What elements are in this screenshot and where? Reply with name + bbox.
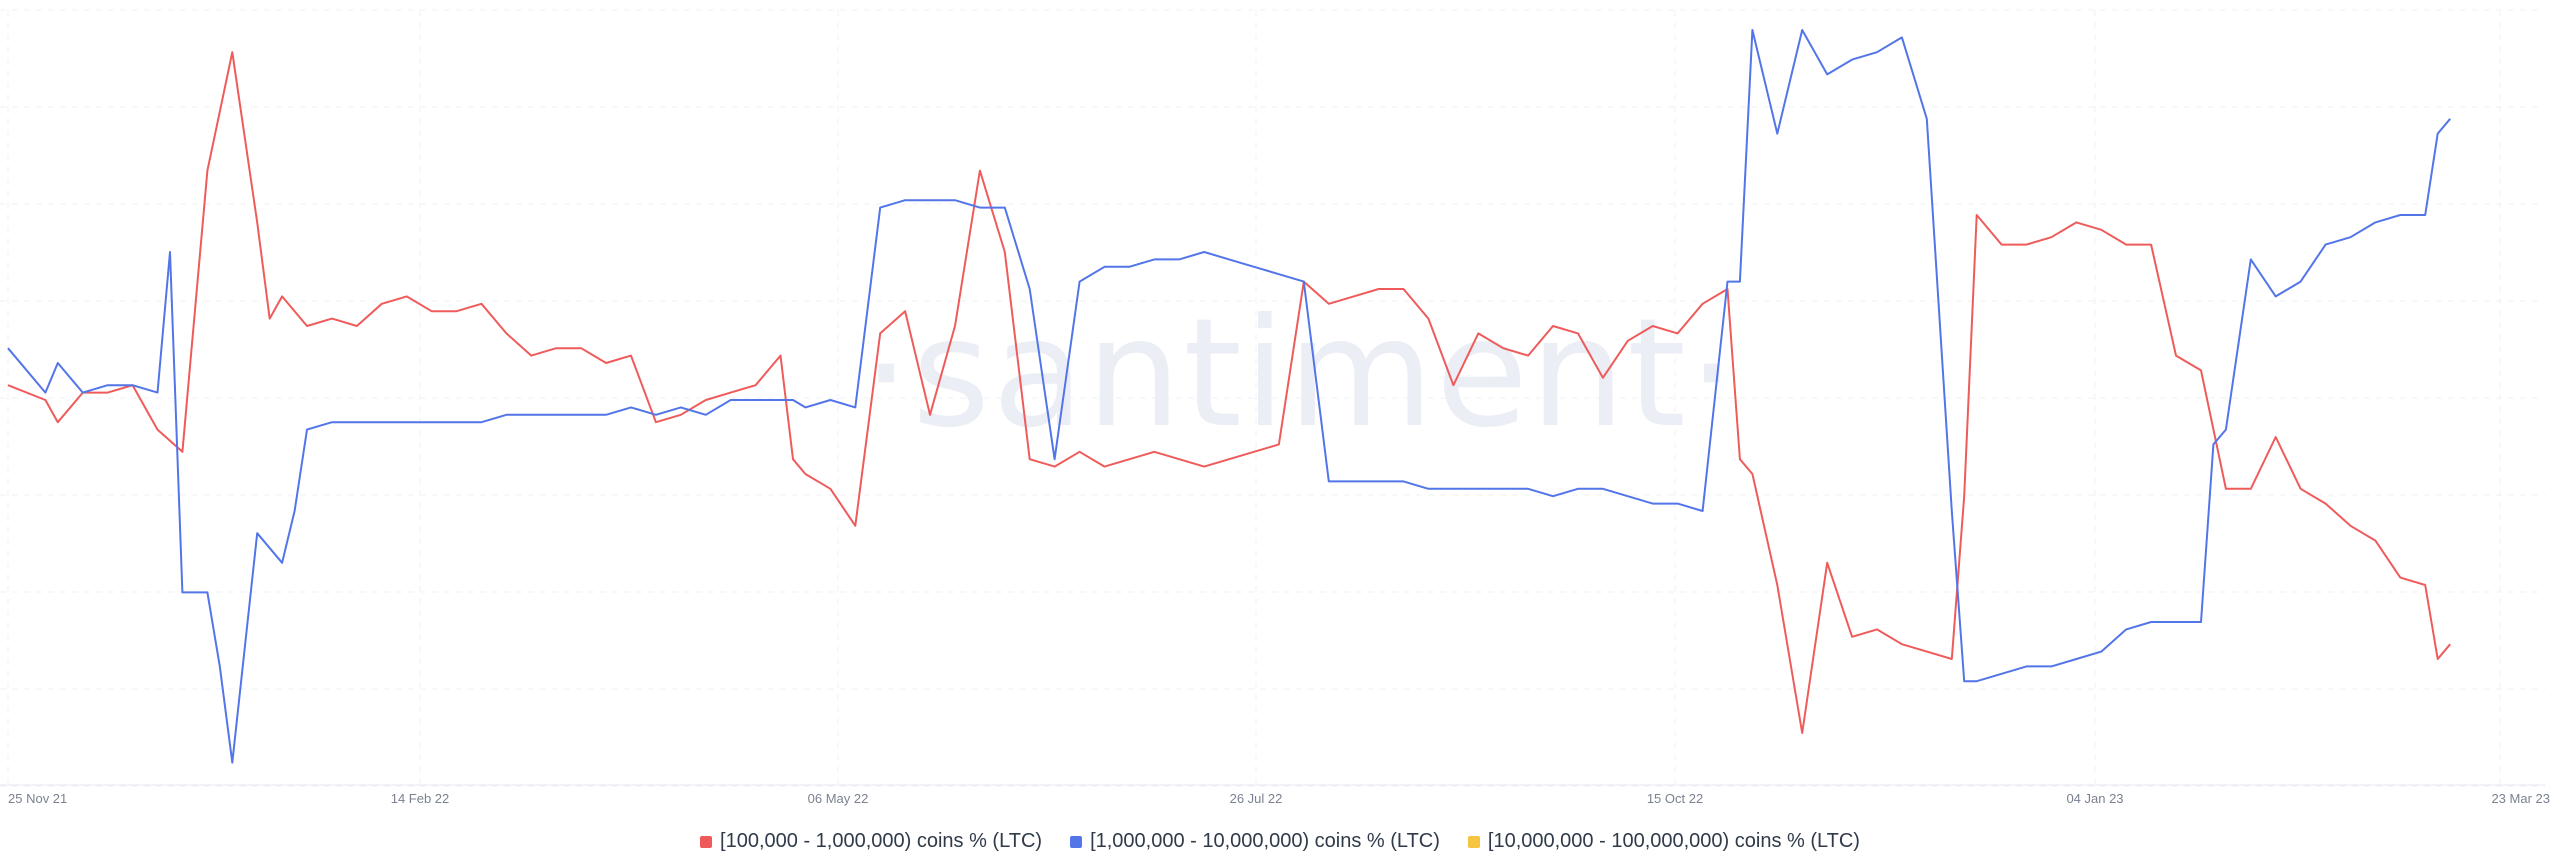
legend-swatch-blue bbox=[1070, 835, 1083, 848]
x-axis-ticks: 25 Nov 21 14 Feb 22 06 May 22 26 Jul 22 15 O… bbox=[8, 791, 2550, 806]
legend-swatch-yellow bbox=[1467, 835, 1480, 848]
x-tick-label: 04 Jan 23 bbox=[2066, 791, 2123, 806]
chart-legend: [100,000 - 1,000,000) coins % (LTC) [1,0… bbox=[0, 830, 2560, 853]
legend-swatch-red bbox=[700, 835, 713, 848]
legend-label: [1,000,000 - 10,000,000) coins % (LTC) bbox=[1090, 830, 1440, 852]
legend-label: [100,000 - 1,000,000) coins % (LTC) bbox=[720, 830, 1043, 852]
x-tick-label: 14 Feb 22 bbox=[391, 791, 450, 806]
gridlines bbox=[0, 9, 2545, 787]
series-line-2 bbox=[7, 29, 2451, 764]
x-tick-label: 23 Mar 23 bbox=[2491, 791, 2550, 806]
x-tick-label: 06 May 22 bbox=[808, 791, 869, 806]
legend-item-series-2[interactable]: [1,000,000 - 10,000,000) coins % (LTC) bbox=[1070, 830, 1440, 853]
series-line-1 bbox=[7, 51, 2451, 734]
legend-label: [10,000,000 - 100,000,000) coins % (LTC) bbox=[1487, 830, 1860, 852]
legend-item-series-3[interactable]: [10,000,000 - 100,000,000) coins % (LTC) bbox=[1467, 830, 1860, 853]
x-tick-label: 15 Oct 22 bbox=[1647, 791, 1703, 806]
x-tick-label: 26 Jul 22 bbox=[1230, 791, 1283, 806]
legend-item-series-1[interactable]: [100,000 - 1,000,000) coins % (LTC) bbox=[700, 830, 1042, 853]
series-layer bbox=[7, 29, 2451, 764]
x-tick-label: 25 Nov 21 bbox=[8, 791, 67, 806]
